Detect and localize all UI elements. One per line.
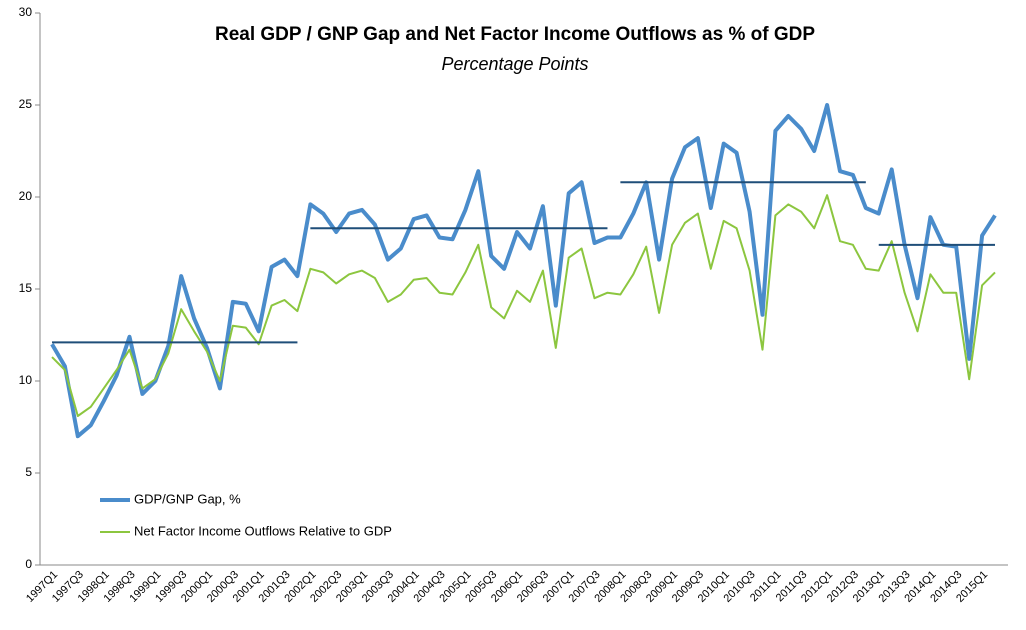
y-tick-label: 15 [19,281,33,295]
y-tick-label: 10 [19,373,33,387]
y-tick-label: 5 [25,465,32,479]
series-line [51,194,996,417]
y-tick-label: 30 [19,5,33,19]
chart-title: Real GDP / GNP Gap and Net Factor Income… [215,24,815,45]
chart-subtitle: Percentage Points [441,54,588,74]
y-tick-label: 0 [25,557,32,571]
y-tick-label: 20 [19,189,33,203]
legend-label: GDP/GNP Gap, % [134,491,241,506]
series-line [50,103,997,439]
y-tick-label: 25 [19,97,33,111]
legend-label: Net Factor Income Outflows Relative to G… [134,523,392,538]
